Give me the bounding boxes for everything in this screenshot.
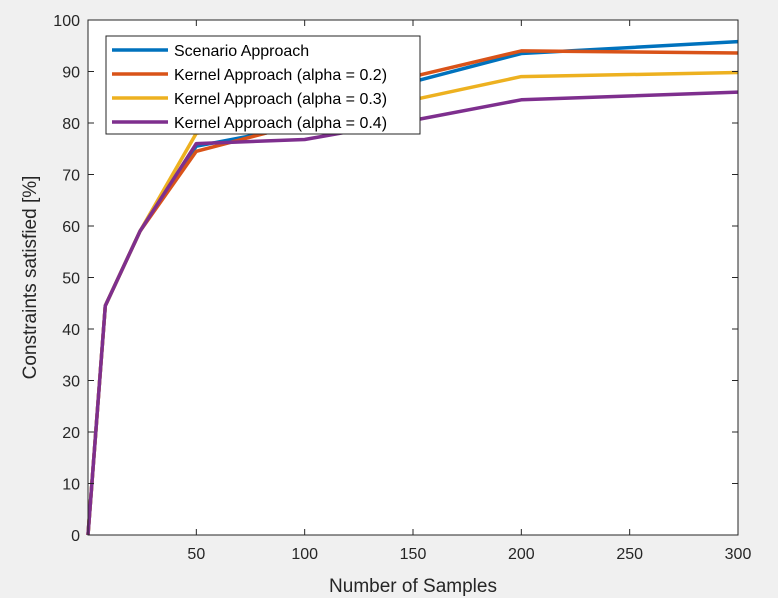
axes: 50 100 150 200 250 300 0 10 20 30 40 50 60 70 80 90 100 — [53, 13, 751, 563]
x-axis-label: Number of Samples — [329, 576, 497, 597]
legend-label-4: Kernel Approach (alpha = 0.4) — [174, 115, 387, 132]
legend-label-3: Kernel Approach (alpha = 0.3) — [174, 91, 387, 108]
y-tick-label: 20 — [62, 425, 80, 442]
x-tick-label: 150 — [400, 546, 427, 563]
y-tick-label: 40 — [62, 322, 80, 339]
y-tick-label: 60 — [62, 219, 80, 236]
x-tick-label: 50 — [187, 546, 205, 563]
y-tick-label: 70 — [62, 168, 80, 185]
y-axis-label: Constraints satisfied [%] — [20, 176, 41, 380]
x-tick-label: 250 — [616, 546, 643, 563]
legend: Scenario Approach Kernel Approach (alpha … — [105, 35, 421, 135]
y-tick-label: 10 — [62, 477, 80, 494]
series-line-4 — [86, 90, 739, 536]
legend-label-1: Scenario Approach — [174, 43, 309, 60]
legend-box — [105, 35, 421, 135]
y-tick-label: 100 — [53, 13, 80, 30]
y-tick-label: 80 — [62, 116, 80, 133]
y-tick-label: 0 — [71, 528, 80, 545]
x-tick-label: 100 — [291, 546, 318, 563]
legend-label-2: Kernel Approach (alpha = 0.2) — [174, 67, 387, 84]
y-tick-label: 50 — [62, 271, 80, 288]
y-tick-label: 90 — [62, 65, 80, 82]
x-tick-label: 200 — [508, 546, 535, 563]
x-tick-label: 300 — [725, 546, 752, 563]
y-tick-label: 30 — [62, 374, 80, 391]
